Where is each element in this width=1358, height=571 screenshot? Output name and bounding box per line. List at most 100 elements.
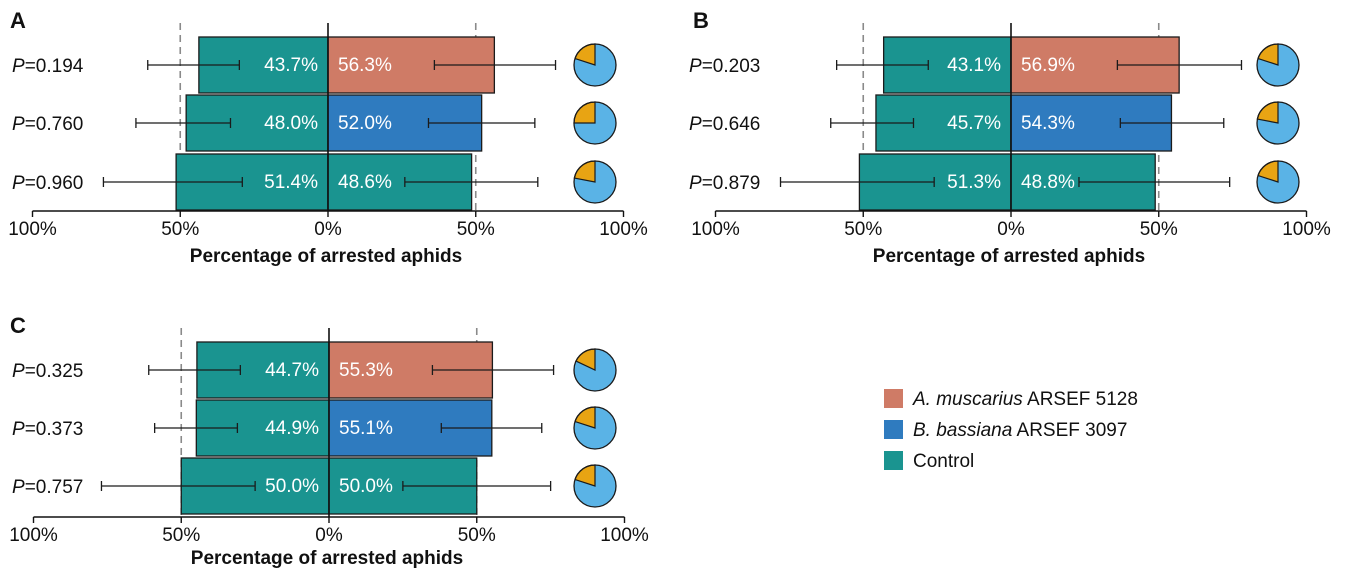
- control-value-label: 43.7%: [264, 55, 318, 76]
- bar-row: 50.0% 50.0% P=0.757: [12, 457, 617, 515]
- p-value-label: P=0.203: [689, 56, 760, 77]
- p-value-label: P=0.960: [12, 173, 83, 194]
- bar-row: 43.7% 56.3% P=0.194: [12, 36, 617, 94]
- pie-outline: [573, 464, 617, 508]
- pie-outline: [573, 101, 617, 145]
- legend-label-amus: A. muscarius ARSEF 5128: [912, 389, 1138, 410]
- bar-row: 51.4% 48.6% P=0.960: [12, 153, 617, 211]
- x-tick-label: 100%: [600, 525, 649, 546]
- treatment-error-bar: [1116, 60, 1243, 70]
- legend-label-bbas: B. bassiana ARSEF 3097: [913, 420, 1127, 441]
- treatment-error-bar: [402, 481, 552, 491]
- pie-chart: [1256, 43, 1300, 87]
- x-tick-label: 100%: [691, 219, 740, 240]
- treatment-value-label: 56.3%: [338, 55, 392, 76]
- x-tick-label: 50%: [161, 219, 199, 240]
- x-axis: 100% 50% 0% 50% 100% Percentage of arrested a…: [691, 210, 1331, 267]
- control-error-bar: [147, 60, 241, 70]
- x-tick-label: 0%: [997, 219, 1025, 240]
- pie-outline: [1256, 43, 1300, 87]
- pie-outline: [573, 43, 617, 87]
- panel-a: A 43.7% 56.3% P=0.194 48.0% 52.0% P=0.760 51.4%…: [8, 8, 648, 267]
- treatment-value-label: 52.0%: [338, 113, 392, 134]
- legend: A. muscarius ARSEF 5128 B. bassiana ARSE…: [884, 389, 1138, 472]
- pie-chart: [1256, 160, 1300, 204]
- treatment-value-label: 50.0%: [339, 476, 393, 497]
- panel-c: C 44.7% 55.3% P=0.325 44.9% 55.1% P=0.373 50.0%…: [9, 313, 649, 569]
- treatment-value-label: 56.9%: [1021, 55, 1075, 76]
- control-error-bar: [830, 118, 915, 128]
- treatment-error-bar: [427, 118, 536, 128]
- control-value-label: 43.1%: [947, 55, 1001, 76]
- control-value-label: 44.7%: [265, 360, 319, 381]
- panel-letter: C: [10, 313, 26, 338]
- bar-row: 44.7% 55.3% P=0.325: [12, 341, 617, 399]
- x-tick-label: 50%: [162, 525, 200, 546]
- pie-outline: [1256, 101, 1300, 145]
- treatment-error-bar: [404, 177, 539, 187]
- pie-chart: [573, 43, 617, 87]
- bar-row: 48.0% 52.0% P=0.760: [12, 94, 617, 152]
- pie-outline: [573, 406, 617, 450]
- p-value-label: P=0.760: [12, 114, 83, 135]
- x-axis-title: Percentage of arrested aphids: [191, 548, 463, 569]
- x-axis: 100% 50% 0% 50% 100% Percentage of arrested a…: [8, 210, 648, 267]
- treatment-value-label: 55.1%: [339, 418, 393, 439]
- control-error-bar: [100, 481, 256, 491]
- panel-letter: B: [693, 8, 709, 33]
- treatment-error-bar: [440, 423, 543, 433]
- control-value-label: 44.9%: [265, 418, 319, 439]
- control-error-bar: [148, 365, 242, 375]
- pie-outline: [573, 160, 617, 204]
- treatment-value-label: 48.6%: [338, 172, 392, 193]
- x-tick-label: 100%: [9, 525, 58, 546]
- pie-outline: [573, 348, 617, 392]
- bar-row: 45.7% 54.3% P=0.646: [689, 94, 1300, 152]
- treatment-error-bar: [433, 60, 557, 70]
- panel-b: B 43.1% 56.9% P=0.203 45.7% 54.3% P=0.646 51.3%…: [689, 8, 1331, 267]
- legend-label-control: Control: [913, 451, 974, 472]
- legend-swatch-control: [884, 451, 903, 470]
- pie-chart: [573, 348, 617, 392]
- x-axis-title: Percentage of arrested aphids: [873, 246, 1145, 267]
- pie-outline: [1256, 160, 1300, 204]
- control-error-bar: [779, 177, 935, 187]
- control-value-label: 50.0%: [265, 476, 319, 497]
- p-value-label: P=0.879: [689, 173, 760, 194]
- treatment-error-bar: [431, 365, 555, 375]
- control-value-label: 45.7%: [947, 113, 1001, 134]
- control-value-label: 48.0%: [264, 113, 318, 134]
- x-tick-label: 50%: [844, 219, 882, 240]
- x-tick-label: 100%: [8, 219, 57, 240]
- x-tick-label: 50%: [1140, 219, 1178, 240]
- pie-chart: [573, 406, 617, 450]
- x-tick-label: 0%: [315, 525, 343, 546]
- p-value-label: P=0.757: [12, 477, 83, 498]
- treatment-value-label: 55.3%: [339, 360, 393, 381]
- control-error-bar: [102, 177, 243, 187]
- pie-chart: [573, 101, 617, 145]
- control-error-bar: [154, 423, 239, 433]
- treatment-error-bar: [1078, 177, 1231, 187]
- bar-row: 43.1% 56.9% P=0.203: [689, 36, 1300, 94]
- treatment-value-label: 48.8%: [1021, 172, 1075, 193]
- pie-chart: [1256, 101, 1300, 145]
- bar-row: 44.9% 55.1% P=0.373: [12, 399, 617, 457]
- panel-letter: A: [10, 8, 26, 33]
- pie-chart: [573, 464, 617, 508]
- panels: A 43.7% 56.3% P=0.194 48.0% 52.0% P=0.760 51.4%…: [8, 8, 1331, 569]
- x-axis: 100% 50% 0% 50% 100% Percentage of arrested a…: [9, 516, 649, 569]
- p-value-label: P=0.194: [12, 56, 84, 77]
- treatment-value-label: 54.3%: [1021, 113, 1075, 134]
- legend-swatch-amus: [884, 389, 903, 408]
- legend-swatch-bbas: [884, 420, 903, 439]
- control-error-bar: [135, 118, 232, 128]
- x-tick-label: 50%: [458, 525, 496, 546]
- x-tick-label: 50%: [457, 219, 495, 240]
- bar-row: 51.3% 48.8% P=0.879: [689, 153, 1300, 211]
- p-value-label: P=0.646: [689, 114, 760, 135]
- x-tick-label: 0%: [314, 219, 342, 240]
- p-value-label: P=0.325: [12, 361, 83, 382]
- x-tick-label: 100%: [1282, 219, 1331, 240]
